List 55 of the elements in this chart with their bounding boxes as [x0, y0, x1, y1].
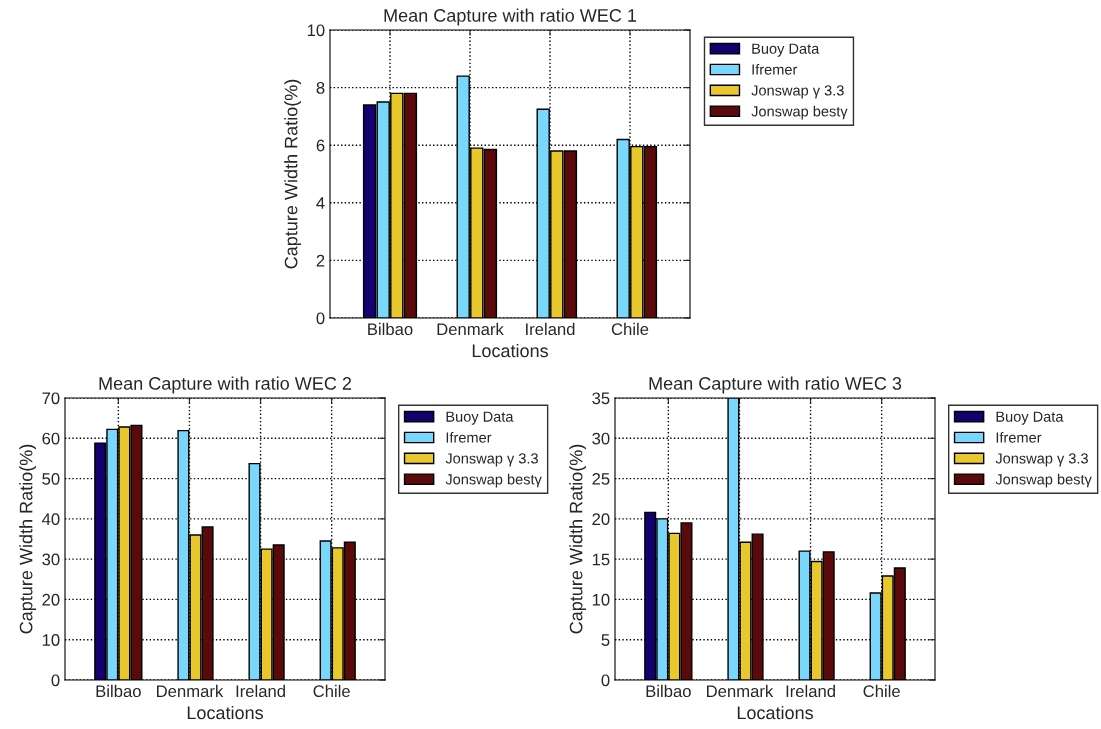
y-tick-label: 10	[592, 593, 610, 606]
y-tick-label: 60	[42, 432, 60, 445]
y-tick-label: 0	[601, 674, 610, 687]
y-tick-label: 25	[592, 472, 610, 485]
x-tick-label: Denmark	[437, 322, 504, 336]
x-axis-title: Locations	[737, 705, 813, 720]
legend-label: Buoy Data	[996, 411, 1064, 425]
y-tick-label: 6	[316, 139, 325, 152]
x-tick-label: Bilbao	[96, 684, 141, 698]
y-tick-label: 40	[41, 513, 60, 526]
x-tick-label: Bilbao	[646, 684, 691, 698]
y-tick-label: 5	[601, 634, 610, 646]
y-tick-label: 20	[592, 513, 610, 526]
chart-title: Mean Capture with ratio WEC 3	[649, 376, 902, 394]
y-tick-label: 10	[307, 24, 325, 37]
y-tick-label: 10	[42, 634, 60, 646]
y-axis-title: Capture Width Ratio(%)	[569, 444, 587, 634]
y-tick-label: 15	[592, 553, 610, 566]
y-tick-label: 30	[42, 553, 60, 566]
x-axis-title: Locations	[187, 705, 263, 720]
x-tick-label: Ireland	[786, 684, 835, 698]
x-tick-label: Denmark	[157, 684, 224, 698]
x-tick-label: Denmark	[707, 684, 774, 698]
legend-label: Jonswap bestγ	[751, 105, 848, 120]
legend-label: Jonswap γ 3.3	[995, 453, 1088, 467]
y-tick-label: 50	[42, 472, 60, 485]
chart-title: Mean Capture with ratio WEC 2	[99, 376, 352, 394]
legend-label: Jonswap γ 3.3	[751, 85, 844, 99]
y-tick-label: 4	[316, 197, 325, 209]
x-tick-label: Ireland	[526, 322, 575, 336]
x-tick-label: Ireland	[236, 684, 285, 698]
x-tick-label: Chile	[313, 684, 350, 698]
x-axis-title: Locations	[472, 343, 548, 358]
y-tick-label: 30	[592, 432, 610, 445]
x-tick-label: Chile	[863, 684, 900, 698]
y-tick-label: 2	[316, 254, 325, 267]
x-tick-label: Chile	[611, 322, 649, 336]
chart-title: Mean Capture with ratio WEC 1	[384, 8, 637, 26]
legend-label: Jonswap γ 3.3	[445, 453, 538, 467]
legend-label: Buoy Data	[446, 411, 514, 425]
legend-label: Ifremer	[446, 432, 492, 443]
y-tick-label: 0	[316, 312, 325, 325]
y-tick-label: 70	[42, 392, 60, 405]
legend-label: Buoy Data	[752, 43, 820, 57]
y-tick-label: 35	[592, 392, 610, 405]
y-axis-title: Capture Width Ratio(%)	[19, 444, 37, 634]
legend-label: Ifremer	[752, 64, 798, 75]
y-tick-label: 20	[42, 593, 60, 606]
y-tick-label: 0	[51, 674, 60, 687]
y-axis-title: Capture Width Ratio(%)	[284, 79, 302, 269]
legend-label: Ifremer	[996, 432, 1042, 443]
y-tick-label: 8	[316, 82, 325, 94]
legend-label: Jonswap bestγ	[995, 473, 1092, 488]
legend-label: Jonswap bestγ	[445, 473, 542, 488]
x-tick-label: Bilbao	[368, 322, 413, 336]
